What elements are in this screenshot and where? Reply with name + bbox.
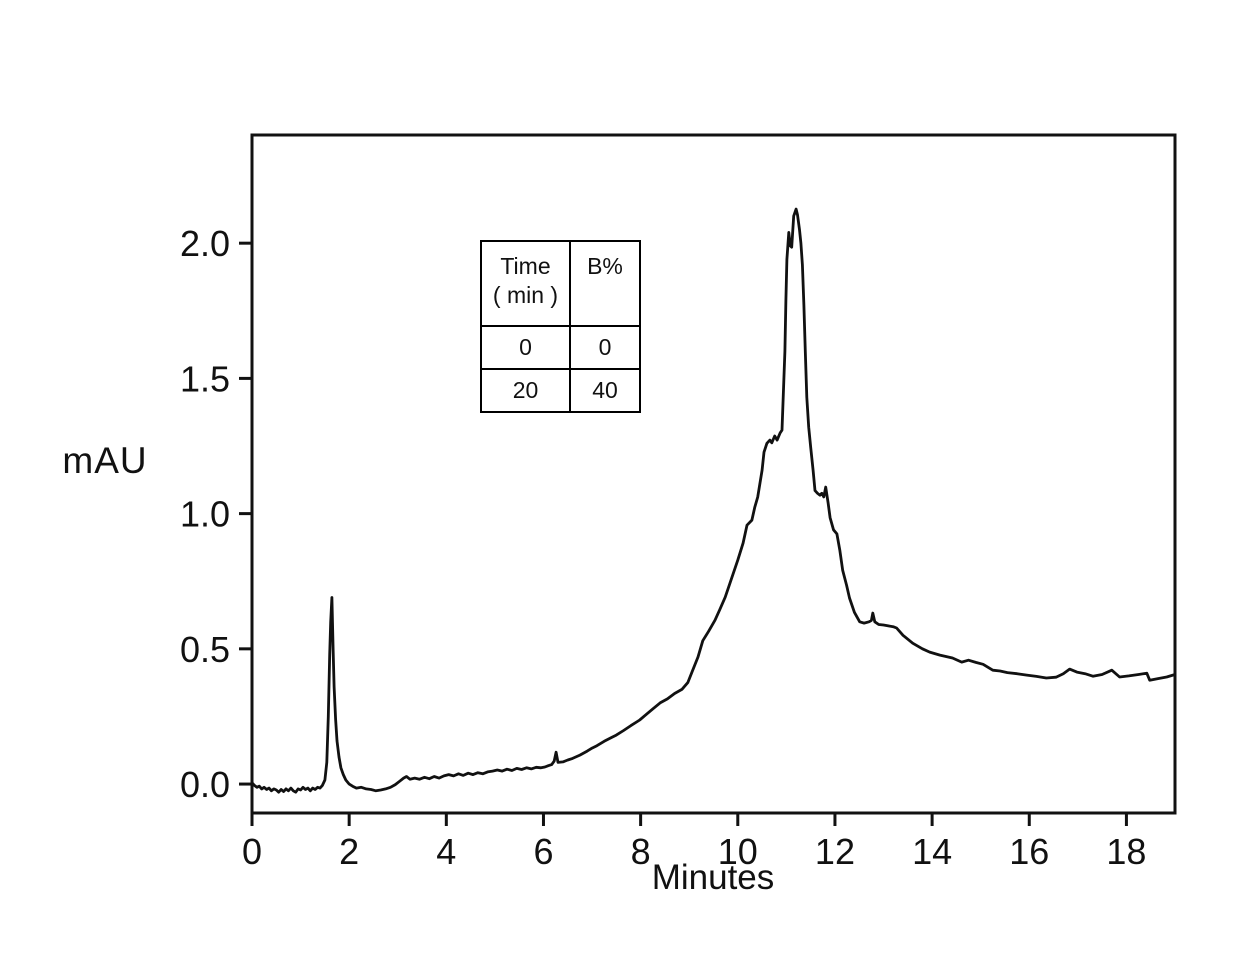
y-axis-title: mAU [62, 440, 148, 481]
gradient-table-b-percent-header: B% [569, 240, 641, 327]
y-tick-label: 1.0 [180, 494, 230, 535]
y-tick-label: 0.5 [180, 629, 230, 670]
gradient-table-row: 20 40 [480, 368, 641, 413]
x-axis-title: Minutes [651, 858, 775, 897]
y-tick-label: 1.5 [180, 358, 230, 399]
x-tick-label: 2 [339, 831, 359, 872]
x-tick-label: 10 [718, 831, 758, 872]
x-tick-label: 0 [242, 831, 262, 872]
time-header-line2: ( min ) [492, 281, 559, 308]
trace-line [250, 207, 1177, 794]
x-tick-label: 6 [533, 831, 553, 872]
y-tick-label: 0.0 [180, 764, 230, 805]
gradient-b-cell: 40 [569, 368, 641, 413]
gradient-table-header-row: Time ( min ) B% [480, 240, 641, 327]
x-tick-label: 12 [815, 831, 855, 872]
plot-frame [250, 133, 1177, 815]
x-tick-label: 8 [631, 831, 651, 872]
x-tick-label: 14 [912, 831, 952, 872]
x-tick-label: 18 [1106, 831, 1146, 872]
gradient-table-row: 0 0 [480, 325, 641, 370]
gradient-table-time-header: Time ( min ) [480, 240, 571, 327]
gradient-time-cell: 0 [480, 325, 571, 370]
time-header-line1: Time [500, 253, 551, 279]
x-tick-label: 16 [1009, 831, 1049, 872]
gradient-time-cell: 20 [480, 368, 571, 413]
y-tick-label: 2.0 [180, 223, 230, 264]
gradient-table: Time ( min ) B% 0 0 20 40 [480, 240, 641, 413]
x-tick-label: 4 [436, 831, 456, 872]
gradient-b-cell: 0 [569, 325, 641, 370]
